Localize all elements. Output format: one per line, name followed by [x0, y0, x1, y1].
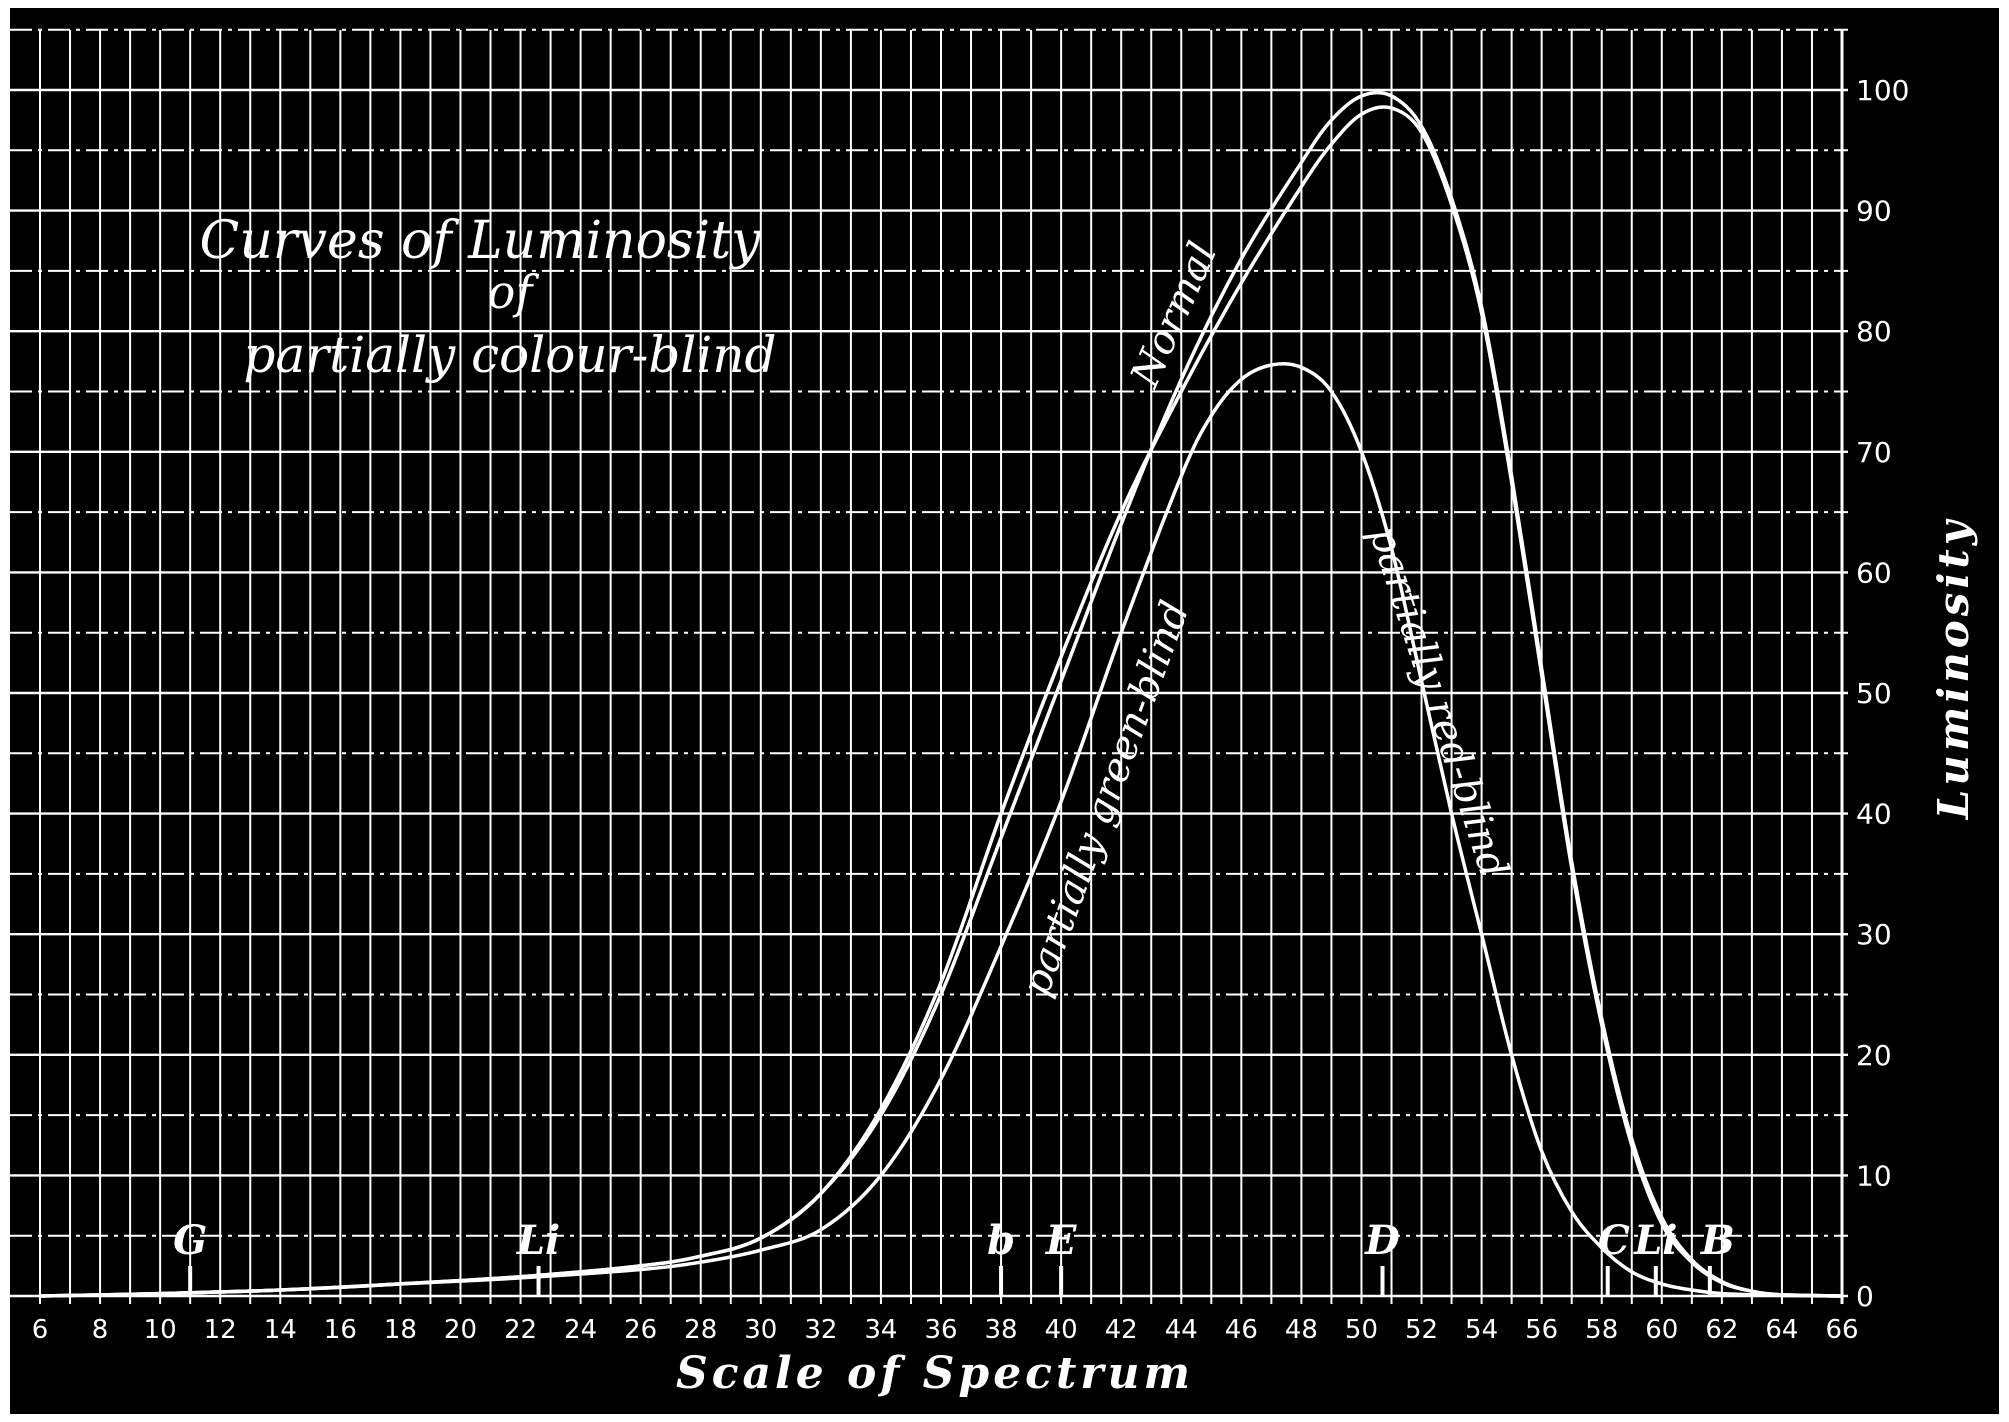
spectral-lines: G Li b E D C Li B	[173, 1217, 1735, 1296]
x-tick-label: 54	[1465, 1315, 1498, 1345]
spectral-line-label: B	[1700, 1217, 1735, 1264]
spectral-line-label: G	[173, 1217, 207, 1264]
y-tick-label: 0	[1856, 1280, 1874, 1313]
x-tick-label: 58	[1585, 1315, 1618, 1345]
x-tick-label: 64	[1765, 1315, 1798, 1345]
x-tick-label: 22	[504, 1315, 537, 1345]
series-label-green-blind: partially green-blind	[1013, 595, 1199, 1002]
series-label-red-blind: partially red-blind	[1360, 521, 1517, 884]
x-tick-label: 52	[1405, 1315, 1438, 1345]
x-tick-label: 26	[624, 1315, 657, 1345]
y-tick-label: 60	[1856, 556, 1892, 589]
grid	[10, 28, 1848, 1304]
x-tick-label: 32	[804, 1315, 837, 1345]
x-tick-label: 36	[924, 1315, 957, 1345]
x-tick-label: 24	[564, 1315, 597, 1345]
series-curve-red-blind	[39, 361, 1843, 1298]
chart-title-line-2: of	[488, 265, 540, 319]
y-tick-label: 20	[1856, 1039, 1892, 1072]
x-tick-label: 44	[1165, 1315, 1198, 1345]
x-tick-label: 20	[444, 1315, 477, 1345]
chart-title-line-3: partially colour-blind	[243, 326, 776, 384]
x-tick-label: 46	[1225, 1315, 1258, 1345]
x-tick-label: 6	[32, 1315, 49, 1345]
x-tick-label: 18	[384, 1315, 417, 1345]
y-tick-label: 80	[1856, 315, 1892, 348]
x-tick-label: 28	[684, 1315, 717, 1345]
y-tick-label: 30	[1856, 918, 1892, 951]
x-tick-label: 16	[324, 1315, 357, 1345]
x-tick-label: 60	[1645, 1315, 1678, 1345]
y-tick-label: 40	[1856, 798, 1892, 831]
x-tick-label: 62	[1705, 1315, 1738, 1345]
chart-title-line-1: Curves of Luminosity	[200, 211, 762, 271]
spectral-line-label: D	[1364, 1217, 1400, 1264]
spectral-line-label: b	[987, 1217, 1015, 1264]
curves	[39, 90, 1843, 1298]
x-tick-label: 30	[744, 1315, 777, 1345]
x-tick-label: 38	[985, 1315, 1018, 1345]
spectral-line-label: E	[1045, 1217, 1077, 1264]
x-tick-label: 10	[144, 1315, 177, 1345]
y-tick-label: 90	[1856, 195, 1892, 228]
y-tick-label: 10	[1856, 1159, 1892, 1192]
y-axis-title: Luminosity	[1929, 517, 1978, 820]
y-tick-label: 70	[1856, 436, 1892, 469]
x-tick-label: 8	[92, 1315, 109, 1345]
y-tick-label: 100	[1856, 74, 1909, 107]
luminosity-chart: G Li b E D C Li B 6 8 10 12 14 16 18 20 22 24 26 28 30 32 34 3…	[10, 28, 1978, 1399]
x-tick-label: 56	[1525, 1315, 1558, 1345]
x-tick-label: 50	[1345, 1315, 1378, 1345]
spectral-line-label: Li	[516, 1217, 560, 1264]
x-tick-label: 14	[264, 1315, 297, 1345]
x-tick-label: 48	[1285, 1315, 1318, 1345]
chart-frame: G Li b E D C Li B 6 8 10 12 14 16 18 20 22 24 26 28 30 32 34 3…	[10, 8, 1999, 1414]
series-curve-green-blind	[39, 105, 1843, 1298]
x-tick-label: 12	[204, 1315, 237, 1345]
x-tick-label: 66	[1825, 1315, 1858, 1345]
x-tick-label: 42	[1105, 1315, 1138, 1345]
y-tick-label: 50	[1856, 677, 1892, 710]
x-tick-label: 40	[1045, 1315, 1078, 1345]
x-tick-label: 34	[864, 1315, 897, 1345]
tick-labels: 6 8 10 12 14 16 18 20 22 24 26 28 30 32 34 36 38 40 42 44 46…	[32, 74, 1910, 1345]
spectral-line-label: C	[1598, 1217, 1630, 1264]
x-axis-title: Scale of Spectrum	[676, 1348, 1194, 1399]
